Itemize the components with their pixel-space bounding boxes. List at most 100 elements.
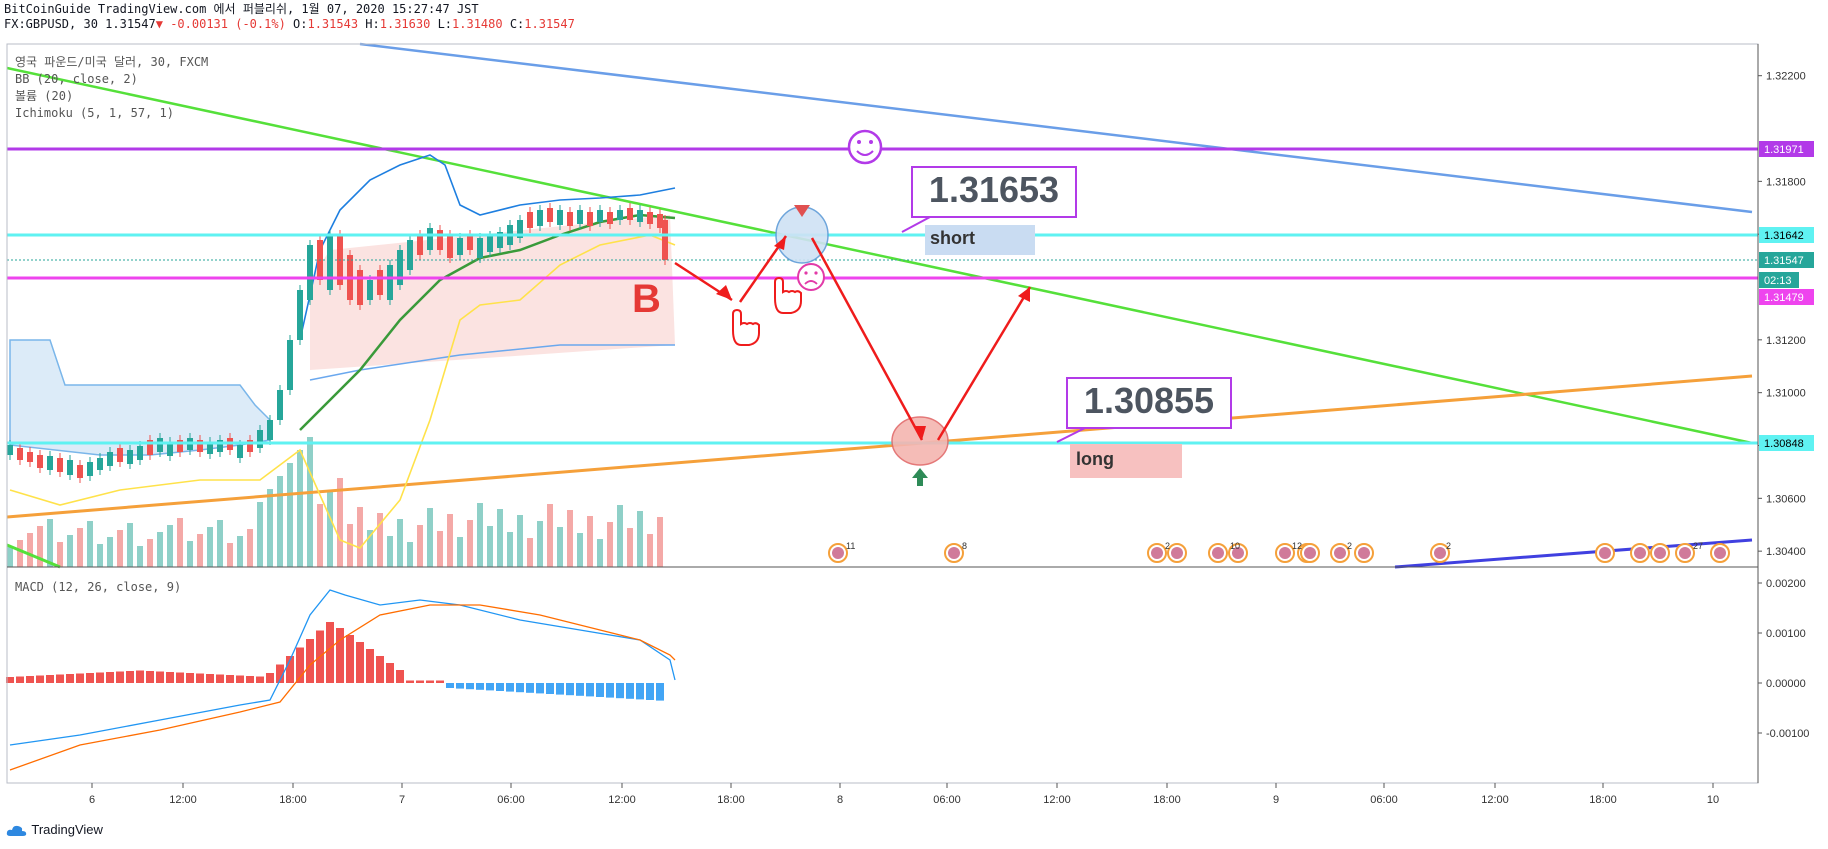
volume-bar	[557, 527, 563, 567]
macd-histogram-bar	[596, 683, 604, 697]
price-tick-label: 1.30600	[1766, 493, 1806, 505]
macd-histogram-bar	[296, 647, 304, 683]
time-tick-label: 6	[89, 794, 95, 806]
volume-bar	[597, 539, 603, 567]
volume-bar	[617, 505, 623, 567]
event-count: 8	[962, 541, 967, 551]
candle	[67, 460, 73, 475]
candle	[587, 212, 593, 226]
macd-histogram-bar	[556, 683, 564, 695]
event-count: 2	[1347, 541, 1352, 551]
smiley-icon	[847, 129, 883, 165]
macd-histogram-bar	[186, 673, 194, 683]
macd-histogram-bar	[446, 683, 454, 688]
macd-histogram-bar	[166, 672, 174, 683]
volume-bar	[567, 510, 573, 567]
macd-line	[9, 589, 676, 746]
volume-bar	[347, 524, 353, 567]
volume-bar	[297, 450, 303, 567]
macd-histogram-bar	[336, 628, 344, 683]
candle	[217, 440, 223, 452]
price-label-box	[1759, 227, 1814, 243]
price-label-text: 1.30848	[1764, 438, 1804, 450]
long-price-text: 1.30855	[1084, 380, 1214, 421]
candle	[527, 212, 533, 228]
legend-ichimoku[interactable]: Ichimoku (5, 1, 57, 1)	[15, 106, 174, 120]
candle	[297, 290, 303, 340]
macd-histogram-bar	[616, 683, 624, 699]
volume-bar	[187, 541, 193, 567]
price-tick-label: 1.32200	[1766, 71, 1806, 83]
volume-bar	[157, 532, 163, 567]
candle	[237, 445, 243, 458]
macd-tick-label: 0.00000	[1766, 678, 1806, 690]
legend-bb[interactable]: BB (20, close, 2)	[15, 72, 138, 86]
candle	[607, 212, 613, 224]
price-label-box	[1759, 141, 1814, 157]
time-tick-label: 9	[1273, 794, 1279, 806]
macd-histogram-bar	[606, 683, 614, 698]
price-label-box	[1759, 272, 1799, 288]
candle	[87, 462, 93, 476]
price-label-text: 02:13	[1764, 275, 1792, 287]
macd-histogram-bar	[346, 635, 354, 683]
candle	[467, 235, 473, 250]
volume-bar	[527, 538, 533, 567]
candle	[437, 230, 443, 250]
volume-bar	[337, 478, 343, 567]
up-arrow-stem	[917, 477, 923, 486]
macd-histogram-bar	[516, 683, 524, 693]
smiley-mouth	[856, 150, 874, 156]
volume-bar	[317, 504, 323, 567]
flag-icon	[1304, 547, 1316, 559]
short-price-box	[911, 166, 1077, 218]
volume-bar	[247, 529, 253, 567]
macd-histogram-bar	[256, 676, 264, 683]
long-entry-circle	[891, 416, 949, 466]
arrow-head-icon	[716, 285, 732, 300]
macd-histogram-bar	[326, 622, 334, 683]
volume-bar	[637, 511, 643, 567]
volume-bar	[267, 489, 273, 567]
macd-legend[interactable]: MACD (12, 26, close, 9)	[15, 580, 182, 594]
candle	[577, 210, 583, 224]
candle	[387, 265, 393, 300]
volume-bar	[377, 513, 383, 567]
macd-histogram-bar	[456, 683, 464, 689]
candle	[597, 210, 603, 222]
volume-bar	[357, 507, 363, 567]
volume-bar	[37, 526, 43, 567]
flag-icon	[1232, 547, 1244, 559]
price-tick-label: 1.30400	[1766, 546, 1806, 558]
legend-pair: 영국 파운드/미국 달러, 30, FXCM	[15, 55, 209, 69]
macd-histogram-bar	[136, 670, 144, 683]
time-tick-label: 06:00	[933, 794, 961, 806]
macd-histogram-bar	[506, 683, 514, 692]
time-tick-label: 18:00	[279, 794, 307, 806]
macd-histogram-bar	[66, 674, 74, 683]
macd-histogram-bar	[386, 663, 394, 683]
publish-info: BitCoinGuide TradingView.com 에서 퍼블리쉬, 1월…	[4, 2, 479, 16]
time-tick-label: 18:00	[1589, 794, 1617, 806]
hand-pointer-icon	[732, 308, 760, 346]
macd-histogram-bar	[106, 672, 114, 683]
volume-bar	[277, 476, 283, 567]
legend-volume[interactable]: 볼륨 (20)	[15, 89, 74, 103]
candle	[447, 235, 453, 258]
volume-bar	[417, 525, 423, 567]
candle	[417, 235, 423, 255]
macd-histogram-bar	[426, 680, 434, 683]
volume-bar	[657, 517, 663, 567]
volume-bar	[397, 519, 403, 567]
macd-histogram-bar	[6, 677, 14, 683]
volume-bar	[287, 463, 293, 567]
flag-icon	[1434, 547, 1446, 559]
indicator-legend[interactable]: 영국 파운드/미국 달러, 30, FXCM BB (20, close, 2)…	[15, 54, 208, 122]
candle	[407, 240, 413, 270]
volume-bar	[147, 539, 153, 567]
short-label-box	[925, 225, 1035, 255]
ohlc-line: FX:GBPUSD, 30 1.31547▼ -0.00131 (-0.1%) …	[4, 17, 575, 31]
macd-histogram-bar	[486, 683, 494, 691]
macd-histogram-bar	[226, 675, 234, 683]
